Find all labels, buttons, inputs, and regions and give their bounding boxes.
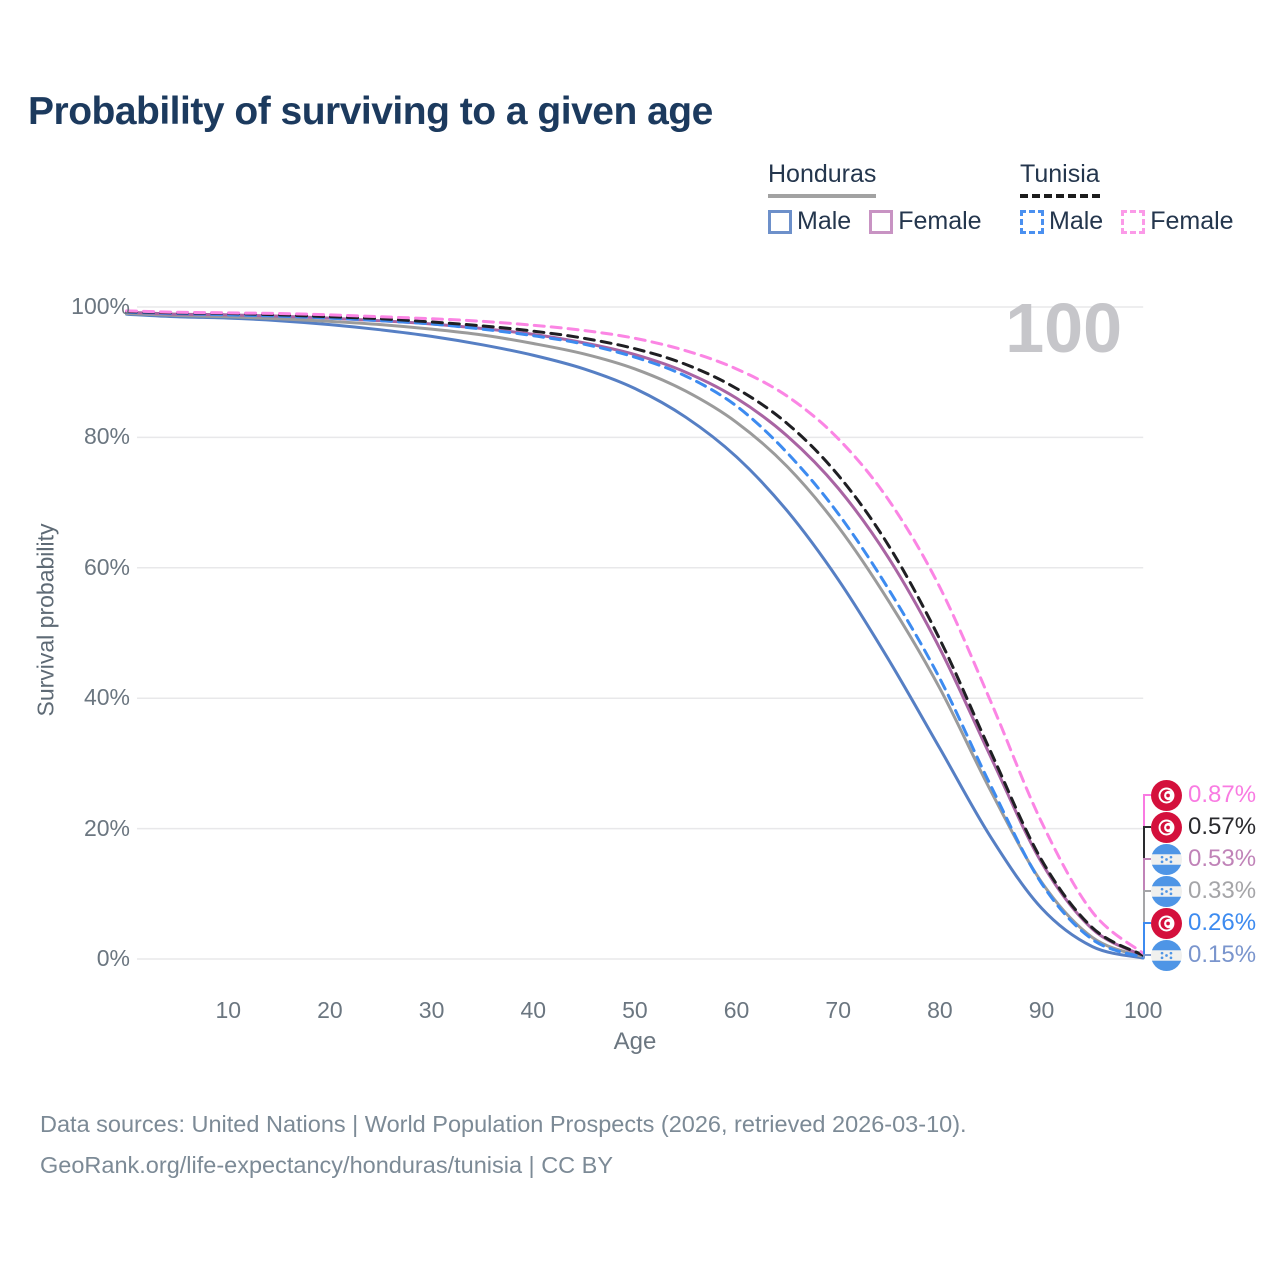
end-label-value: 0.57% — [1188, 813, 1257, 840]
legend-group-honduras: Honduras Male Female — [768, 160, 1000, 236]
tunisia-flag-icon — [1151, 811, 1182, 843]
x-tick-label: 60 — [723, 997, 750, 1023]
series-line-honduras-male[interactable] — [125, 312, 1145, 960]
x-tick-label: 40 — [520, 997, 547, 1023]
end-label-tunisia: 0.57% — [1151, 810, 1256, 844]
legend-label: Female — [1150, 207, 1234, 235]
x-tick-label: 80 — [927, 997, 953, 1023]
tunisia-female-swatch-icon — [1121, 209, 1146, 234]
y-tick-label: 80% — [83, 423, 130, 450]
leader-line — [1143, 858, 1151, 956]
legend-group-tunisia: Tunisia Male Female — [1020, 160, 1252, 236]
leader-line — [1143, 954, 1151, 959]
legend-item-tunisia-male[interactable]: Male — [1020, 207, 1103, 236]
hover-age-indicator: 100 — [1005, 289, 1122, 367]
end-label-honduras-female: 0.53% — [1151, 842, 1256, 876]
honduras-male-swatch-icon — [768, 209, 792, 234]
end-label-value: 0.87% — [1188, 781, 1257, 808]
legend-country-tunisia: Tunisia — [1020, 160, 1100, 198]
honduras-flag-icon — [1151, 843, 1182, 875]
end-label-tunisia-male: 0.26% — [1151, 906, 1256, 940]
legend-label: Male — [797, 207, 852, 235]
series-line-honduras-female[interactable] — [125, 310, 1145, 958]
end-label-value: 0.26% — [1188, 909, 1257, 936]
y-tick-label: 60% — [83, 553, 130, 580]
series-line-tunisia[interactable] — [125, 310, 1145, 957]
legend-country-honduras: Honduras — [768, 160, 877, 198]
x-tick-label: 90 — [1028, 997, 1055, 1023]
series-line-tunisia-female[interactable] — [125, 309, 1145, 955]
end-label-tunisia-female: 0.87% — [1151, 778, 1256, 812]
end-label-value: 0.15% — [1188, 941, 1257, 968]
end-label-value: 0.53% — [1188, 845, 1257, 872]
honduras-flag-icon — [1151, 875, 1182, 907]
y-tick-label: 40% — [83, 684, 130, 711]
legend-item-tunisia-female[interactable]: Female — [1121, 207, 1234, 236]
footer: Data sources: United Nations | World Pop… — [40, 1104, 967, 1186]
y-tick-label: 0% — [96, 945, 130, 971]
legend-item-honduras-female[interactable]: Female — [869, 207, 982, 236]
honduras-flag-icon — [1151, 939, 1182, 971]
legend-label: Male — [1049, 207, 1104, 235]
end-label-honduras: 0.33% — [1151, 874, 1256, 908]
x-tick-label: 10 — [215, 997, 242, 1023]
leader-line — [1143, 922, 1151, 958]
tunisia-male-swatch-icon — [1020, 209, 1044, 234]
x-tick-label: 20 — [317, 997, 343, 1023]
legend-item-honduras-male[interactable]: Male — [768, 207, 851, 236]
leader-line — [1143, 794, 1151, 954]
x-tick-label: 30 — [418, 997, 445, 1023]
chart-title: Probability of surviving to a given age — [28, 90, 713, 133]
honduras-female-swatch-icon — [869, 209, 894, 234]
x-tick-label: 50 — [622, 997, 648, 1023]
footer-link[interactable]: GeoRank.org/life-expectancy/honduras/tun… — [40, 1152, 614, 1178]
tunisia-flag-icon — [1151, 779, 1182, 811]
end-label-value: 0.33% — [1188, 877, 1257, 904]
x-axis-title: Age — [613, 1028, 657, 1055]
tunisia-flag-icon — [1151, 907, 1182, 939]
series-line-tunisia-male[interactable] — [125, 310, 1145, 959]
legend-label: Female — [898, 207, 982, 235]
series-line-honduras[interactable] — [125, 312, 1145, 959]
x-tick-label: 100 — [1124, 997, 1163, 1023]
footer-sources: Data sources: United Nations | World Pop… — [40, 1111, 967, 1137]
x-tick-label: 70 — [825, 997, 852, 1023]
y-tick-label: 100% — [71, 293, 130, 319]
y-tick-label: 20% — [83, 814, 130, 841]
end-label-honduras-male: 0.15% — [1151, 938, 1256, 972]
